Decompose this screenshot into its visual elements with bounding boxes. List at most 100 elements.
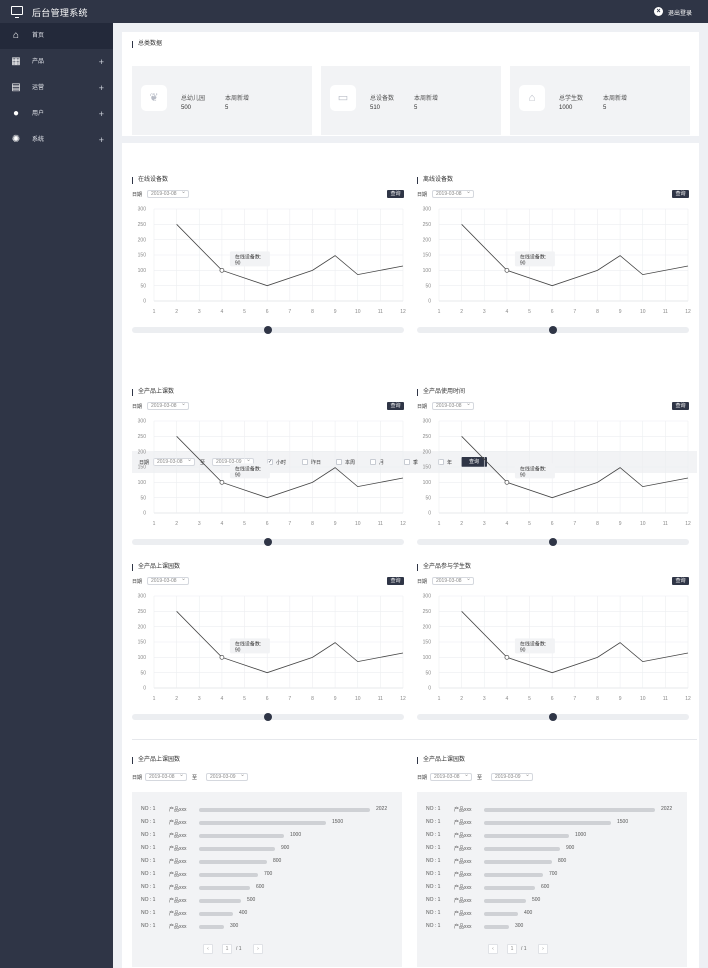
rank-bar bbox=[199, 846, 275, 851]
sidebar-item-4[interactable]: ✺ 系统 + bbox=[0, 127, 113, 153]
product-name: 产品xxx bbox=[454, 807, 472, 813]
slider-handle[interactable] bbox=[264, 538, 272, 546]
query-button[interactable]: 查询 bbox=[461, 457, 487, 467]
range-slider[interactable] bbox=[417, 713, 689, 721]
rank-number: NO : 1 bbox=[141, 871, 156, 877]
x-tick-label: 5 bbox=[528, 696, 531, 702]
range-slider[interactable] bbox=[132, 538, 404, 546]
tooltip-value: 90 bbox=[235, 647, 241, 653]
start-date-picker[interactable]: 2019-03-08 bbox=[145, 772, 187, 781]
ranking-row: NO : 1 产品xxx 500 bbox=[132, 897, 402, 905]
x-tick-label: 3 bbox=[198, 521, 201, 527]
next-page-button[interactable]: › bbox=[253, 944, 263, 954]
data-point[interactable] bbox=[219, 654, 225, 660]
rank-value: 2022 bbox=[376, 806, 388, 812]
checkbox[interactable]: ✓ bbox=[267, 459, 273, 465]
y-tick-label: 150 bbox=[138, 465, 147, 471]
slider-handle[interactable] bbox=[549, 713, 557, 721]
range-slider[interactable] bbox=[417, 326, 689, 334]
data-point[interactable] bbox=[219, 267, 225, 273]
x-tick-label: 7 bbox=[573, 521, 576, 527]
checkbox[interactable] bbox=[336, 459, 342, 465]
sidebar-item-0[interactable]: ⌂ 首页 bbox=[0, 23, 113, 49]
query-button[interactable]: 查询 bbox=[672, 577, 689, 585]
y-tick-label: 50 bbox=[140, 495, 146, 501]
rank-number: NO : 1 bbox=[426, 871, 441, 877]
data-point[interactable] bbox=[504, 267, 510, 273]
query-button[interactable]: 查询 bbox=[672, 402, 689, 410]
start-date-picker[interactable]: 2019-03-08 bbox=[430, 772, 472, 781]
y-tick-label: 200 bbox=[423, 237, 432, 243]
sidebar-item-3[interactable]: ● 用户 + bbox=[0, 101, 113, 127]
data-point[interactable] bbox=[504, 654, 510, 660]
tooltip-title: 在线设备数: bbox=[235, 465, 261, 472]
tooltip-box bbox=[229, 251, 270, 267]
date-picker[interactable]: 2019-03-08 bbox=[147, 576, 189, 585]
x-tick-label: 8 bbox=[596, 521, 599, 527]
range-slider[interactable] bbox=[417, 538, 689, 546]
x-tick-label: 8 bbox=[311, 309, 314, 315]
query-button[interactable]: 查询 bbox=[387, 577, 404, 585]
x-tick-label: 4 bbox=[221, 309, 224, 315]
expand-icon[interactable]: + bbox=[98, 83, 104, 93]
ranking-list: NO : 1 产品xxx 2022 NO : 1 产品xxx 1500 NO :… bbox=[417, 792, 687, 967]
range-slider[interactable] bbox=[132, 713, 404, 721]
page-input[interactable]: 1 bbox=[507, 944, 517, 954]
rank-bar bbox=[199, 833, 284, 838]
slider-handle[interactable] bbox=[549, 326, 557, 334]
checkbox[interactable] bbox=[302, 459, 308, 465]
ranking-row: NO : 1 产品xxx 700 bbox=[417, 871, 687, 879]
checkbox[interactable] bbox=[438, 459, 444, 465]
rank-value: 800 bbox=[558, 858, 567, 864]
slider-handle[interactable] bbox=[549, 538, 557, 546]
rank-number: NO : 1 bbox=[141, 884, 156, 890]
chart-title: 全产品上课数 bbox=[132, 389, 174, 396]
checkbox[interactable] bbox=[404, 459, 410, 465]
data-point[interactable] bbox=[219, 479, 225, 485]
expand-icon[interactable]: + bbox=[98, 135, 104, 145]
logout-icon[interactable]: × bbox=[654, 7, 663, 16]
ranking-row: NO : 1 产品xxx 300 bbox=[132, 923, 402, 931]
slider-handle[interactable] bbox=[264, 326, 272, 334]
date-picker[interactable]: 2019-03-08 bbox=[432, 189, 474, 198]
tooltip-box bbox=[229, 463, 270, 479]
end-date-picker[interactable]: 2019-03-09 bbox=[206, 772, 248, 781]
rank-number: NO : 1 bbox=[426, 858, 441, 864]
sidebar-item-1[interactable]: ▦ 产品 + bbox=[0, 49, 113, 75]
rank-bar bbox=[199, 885, 250, 890]
date-picker[interactable]: 2019-03-08 bbox=[432, 401, 474, 410]
prev-page-button[interactable]: ‹ bbox=[488, 944, 498, 954]
leaf-icon: ❦ bbox=[141, 85, 167, 111]
product-name: 产品xxx bbox=[454, 885, 472, 891]
expand-icon[interactable]: + bbox=[98, 109, 104, 119]
y-tick-label: 100 bbox=[138, 268, 147, 274]
logout-link[interactable]: 退出登录 bbox=[668, 11, 693, 17]
ranking-row: NO : 1 产品xxx 400 bbox=[132, 910, 402, 918]
slider-handle[interactable] bbox=[264, 713, 272, 721]
next-page-button[interactable]: › bbox=[538, 944, 548, 954]
query-button[interactable]: 查询 bbox=[387, 190, 404, 198]
ranking-row: NO : 1 产品xxx 1000 bbox=[417, 832, 687, 840]
end-date-picker[interactable]: 2019-03-09 bbox=[491, 772, 533, 781]
expand-icon[interactable]: + bbox=[98, 57, 104, 67]
start-date-picker[interactable]: 2019-03-08 bbox=[153, 457, 195, 466]
query-button[interactable]: 查询 bbox=[672, 190, 689, 198]
page-input[interactable]: 1 bbox=[222, 944, 232, 954]
ranking-row: NO : 1 产品xxx 600 bbox=[132, 884, 402, 892]
product-name: 产品xxx bbox=[454, 872, 472, 878]
range-slider[interactable] bbox=[132, 326, 404, 334]
date-picker[interactable]: 2019-03-08 bbox=[147, 401, 189, 410]
rank-number: NO : 1 bbox=[141, 923, 156, 929]
date-picker[interactable]: 2019-03-08 bbox=[147, 189, 189, 198]
query-button[interactable]: 查询 bbox=[387, 402, 404, 410]
sidebar-item-2[interactable]: ▤ 运营 + bbox=[0, 75, 113, 101]
data-point[interactable] bbox=[504, 479, 510, 485]
stat-card: ⌂ 总学生数 1000 本周新增 5 bbox=[510, 66, 690, 135]
prev-page-button[interactable]: ‹ bbox=[203, 944, 213, 954]
rank-bar bbox=[484, 898, 526, 903]
checkbox[interactable] bbox=[370, 459, 376, 465]
filter-bar: 日期 2019-03-08 至 2019-03-09✓ 小时 昨日 本周 月 季… bbox=[132, 451, 697, 473]
rank-bar bbox=[199, 924, 224, 929]
date-picker[interactable]: 2019-03-08 bbox=[432, 576, 474, 585]
